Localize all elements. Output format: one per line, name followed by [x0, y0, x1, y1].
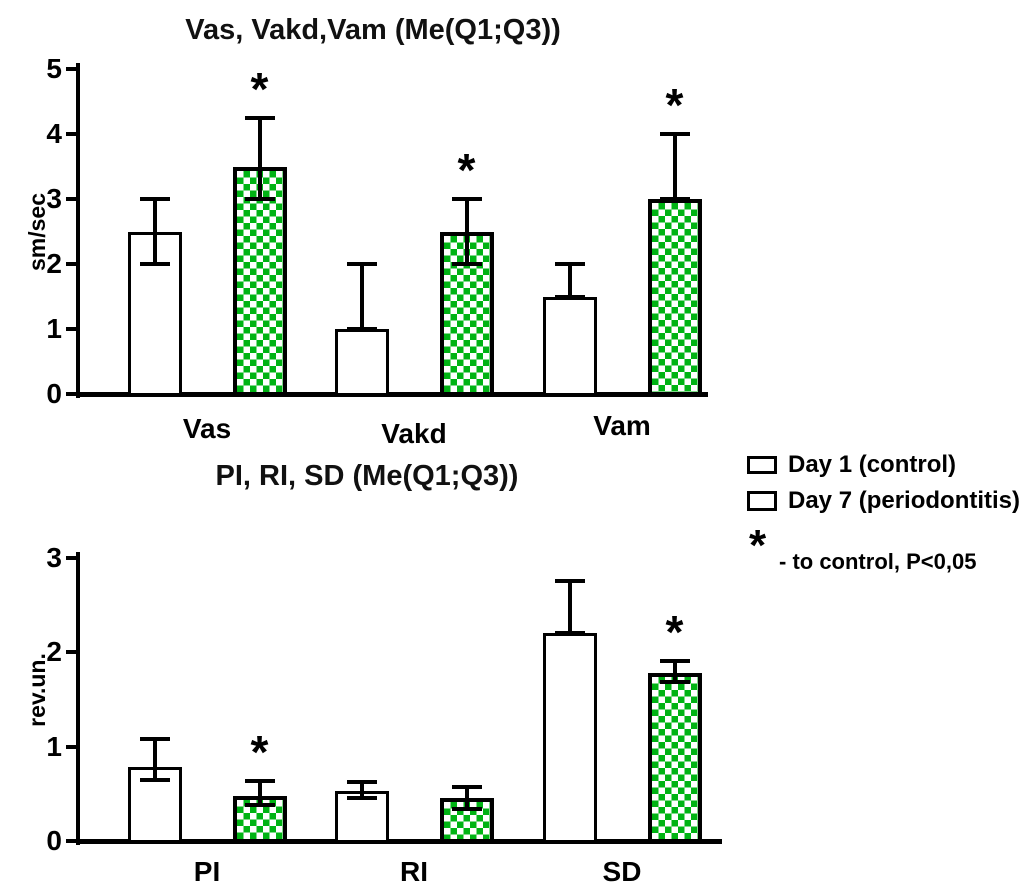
y-tick [66, 392, 78, 396]
error-bar-cap-low [244, 197, 275, 201]
y-tick-label: 2 [46, 636, 62, 667]
error-bar-line [464, 199, 469, 264]
category-label-pi: PI [193, 856, 221, 887]
legend-item-day7: Day 7 (periodontitis) [747, 487, 1020, 515]
category-label-vas: Vas [182, 413, 232, 444]
error-bar-line [567, 264, 572, 297]
legend-label-day7: Day 7 (periodontitis) [788, 487, 1021, 514]
y-tick [66, 555, 78, 560]
y-axis-label: rev.un. [24, 653, 50, 727]
error-bar-line [672, 661, 677, 683]
legend-swatch-day1-control [747, 456, 777, 474]
bar-vakd-day1 [334, 329, 389, 396]
y-tick-label: 0 [46, 825, 62, 856]
y-tick-label: 0 [46, 378, 62, 409]
y-tick [66, 839, 78, 843]
y-tick-label: 4 [46, 118, 62, 149]
error-bar-cap-low [244, 803, 275, 808]
y-axis [76, 551, 80, 845]
error-bar-cap-high [346, 262, 377, 266]
x-axis [76, 839, 722, 844]
error-bar-cap-low [554, 631, 585, 636]
significance-star-symbol: * [749, 521, 767, 570]
error-bar-line [359, 264, 364, 329]
significance-star: * [665, 606, 684, 659]
error-bar-cap-low [451, 262, 482, 266]
y-tick-label: 2 [46, 248, 62, 279]
y-tick-label: 3 [46, 183, 62, 214]
chart-title: Vas, Vakd,Vam (Me(Q1;Q3)) [185, 14, 561, 46]
error-bar-line [257, 781, 262, 806]
bar-pi-day7 [232, 795, 287, 843]
error-bar-line [672, 134, 677, 199]
error-bar-cap-high [451, 785, 482, 790]
error-bar-cap-high [659, 659, 690, 664]
error-bar-line [464, 787, 469, 809]
significance-note: - to control, P<0,05 [779, 549, 977, 574]
bar-vam-day1 [542, 296, 597, 396]
error-bar-line [152, 738, 157, 780]
error-bar-cap-low [451, 806, 482, 811]
y-tick-label: 1 [46, 313, 62, 344]
y-tick [66, 744, 78, 749]
error-bar-cap-high [346, 780, 377, 785]
y-tick [66, 132, 78, 136]
bar-vas-day1 [127, 231, 182, 396]
bar-ri-day7 [439, 797, 494, 843]
error-bar-line [567, 581, 572, 634]
error-bar-cap-low [554, 294, 585, 299]
error-bar-cap-high [139, 197, 170, 201]
error-bar-cap-low [346, 327, 377, 331]
error-bar-cap-high [244, 115, 275, 120]
y-tick-label: 3 [46, 541, 62, 573]
y-tick [66, 327, 78, 331]
error-bar-cap-high [659, 132, 690, 136]
bar-sd-day7 [647, 672, 702, 843]
bar-sd-day1 [542, 633, 597, 843]
y-axis [76, 63, 80, 398]
significance-star: * [250, 726, 269, 779]
bar-pi-day1 [127, 767, 182, 843]
error-bar-cap-high [244, 779, 275, 784]
category-label-vakd: Vakd [381, 418, 447, 449]
bar-vas-day7 [232, 166, 287, 396]
y-axis-label: sm/sec [24, 193, 50, 272]
chart-title: PI, RI, SD (Me(Q1;Q3)) [215, 460, 519, 492]
significance-star: * [665, 79, 684, 131]
error-bar-cap-high [139, 736, 170, 741]
error-bar-cap-high [451, 197, 482, 201]
error-bar-cap-high [554, 579, 585, 584]
error-bar-cap-low [139, 262, 170, 266]
y-tick [66, 67, 78, 71]
legend-swatch-day7-periodontitis [747, 491, 777, 511]
legend-item-day1: Day 1 (control) [747, 451, 956, 479]
error-bar-line [152, 199, 157, 264]
bar-vam-day7 [647, 199, 702, 396]
legend-label-day1: Day 1 (control) [788, 451, 957, 478]
error-bar-cap-low [346, 796, 377, 801]
error-bar-line [257, 117, 262, 199]
error-bar-cap-low [139, 777, 170, 782]
x-axis [76, 392, 708, 397]
significance-star: * [457, 144, 476, 196]
bar-ri-day1 [334, 790, 389, 843]
error-bar-line [359, 782, 364, 799]
y-tick-label: 5 [46, 53, 62, 84]
error-bar-cap-low [659, 197, 690, 201]
significance-star: * [250, 62, 269, 115]
error-bar-cap-low [659, 680, 690, 685]
bar-vakd-day7 [439, 231, 494, 396]
y-tick-label: 1 [46, 730, 62, 762]
category-label-ri: RI [400, 856, 428, 887]
error-bar-cap-high [554, 262, 585, 266]
y-tick [66, 262, 78, 266]
y-tick [66, 650, 78, 654]
category-label-vam: Vam [593, 410, 651, 441]
category-label-sd: SD [602, 856, 642, 887]
y-tick [66, 197, 78, 201]
